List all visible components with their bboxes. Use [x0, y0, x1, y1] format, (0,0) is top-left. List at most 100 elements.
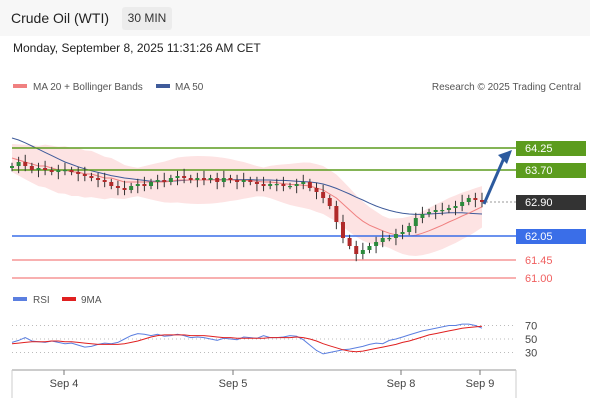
level-box-64-25	[516, 141, 586, 156]
candle	[69, 166, 74, 176]
candle	[307, 178, 312, 192]
rsi-legend-label: RSI	[33, 295, 50, 306]
candle	[129, 182, 134, 194]
candle	[387, 234, 392, 242]
instrument-title: Crude Oil (WTI)	[11, 10, 109, 26]
candle	[149, 178, 154, 190]
candle	[162, 172, 167, 188]
level-label-64-25: 64.25	[525, 143, 553, 155]
candle	[228, 174, 233, 184]
candle	[480, 192, 484, 208]
candle	[380, 230, 385, 248]
level-box-63-70	[516, 163, 586, 178]
candle	[10, 162, 14, 172]
candle	[142, 176, 147, 192]
level-label-62-05: 62.05	[525, 231, 553, 243]
candle	[248, 176, 253, 186]
rsi-ma-line	[11, 325, 483, 353]
x-tick-label: Sep 5	[219, 378, 248, 390]
candle	[23, 154, 28, 172]
candle	[76, 166, 81, 182]
candle	[281, 176, 286, 192]
rsi-legend-swatch	[13, 297, 27, 301]
candle	[122, 180, 127, 196]
candle	[407, 222, 412, 236]
candle	[473, 192, 478, 208]
candle	[215, 172, 220, 190]
forecast-arrow-shaft	[482, 157, 506, 205]
ma50-legend-swatch	[156, 84, 170, 88]
candle	[155, 174, 160, 190]
candle	[16, 156, 21, 174]
candles	[10, 154, 484, 262]
candle	[433, 204, 438, 220]
candle	[288, 182, 293, 190]
level-label-62-90: 62.90	[525, 197, 553, 209]
candle	[261, 176, 266, 192]
bollinger-band-area	[12, 144, 482, 256]
candle	[241, 172, 246, 188]
candle	[82, 166, 87, 182]
candle	[102, 172, 107, 188]
candle	[466, 194, 471, 206]
chart-header	[0, 0, 590, 36]
forecast-arrow	[482, 150, 512, 205]
level-label-63-70: 63.70	[525, 165, 553, 177]
x-tick-label: Sep 8	[387, 378, 416, 390]
candle	[446, 204, 451, 214]
x-tick-label: Sep 4	[50, 378, 79, 390]
candle	[89, 172, 94, 182]
candle	[294, 178, 299, 194]
ma50-legend-label: MA 50	[175, 82, 204, 93]
rsi-tick-label: 30	[525, 348, 537, 360]
candle	[274, 178, 279, 192]
candle	[453, 200, 458, 216]
rsi-line	[11, 323, 483, 355]
candle	[340, 214, 345, 244]
candle	[96, 172, 101, 188]
candle	[393, 228, 398, 246]
candle	[400, 224, 405, 240]
candle	[460, 194, 465, 212]
timestamp: Monday, September 8, 2025 11:31:26 AM CE…	[13, 41, 261, 55]
candle	[360, 242, 365, 260]
candle	[440, 202, 445, 216]
ma9-legend-swatch	[62, 297, 76, 301]
candle	[235, 174, 240, 190]
timeframe-button[interactable]: 30 MIN	[122, 7, 172, 30]
candle	[413, 212, 418, 234]
candle	[36, 162, 41, 178]
candle	[109, 178, 114, 190]
x-tick-label: Sep 9	[466, 378, 495, 390]
level-label-61-45: 61.45	[525, 255, 553, 267]
candle	[221, 170, 226, 188]
candle	[56, 164, 61, 180]
candle	[182, 168, 187, 184]
ma20-legend-swatch	[13, 84, 27, 88]
credit-text: Research © 2025 Trading Central	[432, 82, 581, 93]
ma9-legend-label: 9MA	[81, 295, 102, 306]
candle	[29, 162, 34, 174]
forecast-arrow-head	[498, 150, 512, 164]
candle	[334, 200, 339, 230]
candle	[201, 170, 206, 186]
rsi-tick-label: 50	[525, 334, 537, 346]
candle	[168, 174, 173, 186]
candle	[367, 242, 372, 254]
candle	[115, 180, 120, 196]
candle	[254, 176, 259, 192]
candle	[135, 178, 140, 194]
candle	[49, 166, 54, 176]
bollinger-band	[12, 144, 482, 256]
level-box-62-05	[516, 229, 586, 244]
candle	[301, 174, 306, 190]
candle	[195, 172, 200, 188]
candle	[188, 174, 193, 184]
level-label-61-00: 61.00	[525, 273, 553, 285]
candle	[354, 240, 359, 262]
price-levels: 64.25 63.70 62.90 62.05 61.45 61.00	[12, 141, 586, 285]
candle	[175, 170, 180, 186]
candle	[420, 206, 425, 224]
candle	[43, 160, 48, 176]
